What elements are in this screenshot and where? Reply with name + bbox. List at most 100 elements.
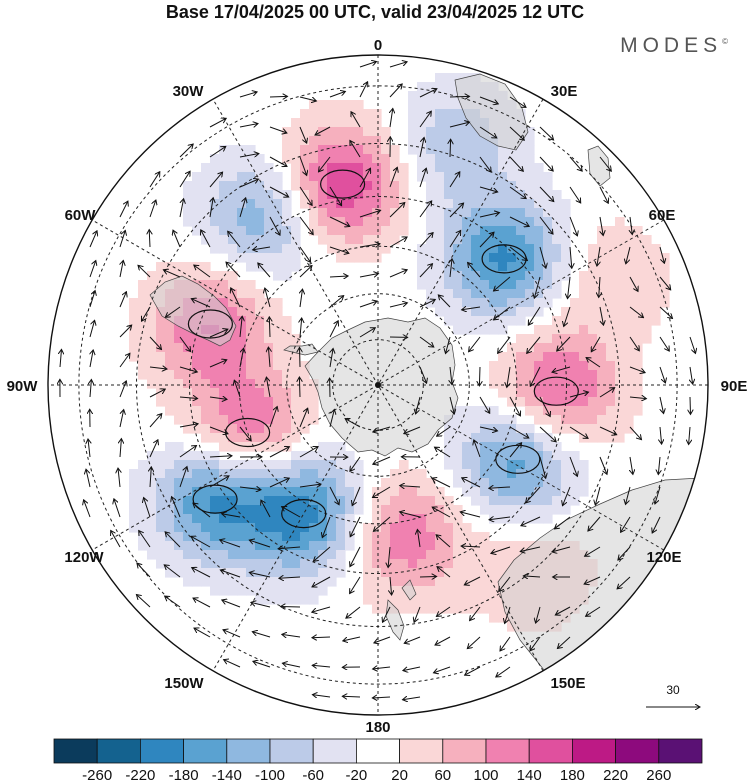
anomaly-cell [480, 307, 490, 317]
anomaly-cell [588, 307, 598, 317]
anomaly-cell [300, 505, 310, 515]
anomaly-cell [471, 226, 481, 236]
wind-arrow [690, 396, 691, 414]
anomaly-cell [246, 343, 256, 353]
anomaly-cell [363, 559, 373, 569]
anomaly-cell [318, 541, 328, 551]
anomaly-cell [381, 514, 391, 524]
wind-arrow [359, 328, 375, 338]
anomaly-cell [633, 388, 643, 398]
anomaly-cell [291, 118, 301, 128]
anomaly-cell [363, 127, 373, 137]
anomaly-cell [498, 460, 508, 470]
lon-label-150w: 150W [164, 675, 204, 692]
anomaly-cell [129, 316, 139, 326]
anomaly-cell [408, 568, 418, 578]
anomaly-cell [147, 352, 157, 362]
anomaly-cell [246, 244, 256, 254]
anomaly-cell [192, 379, 202, 389]
anomaly-cell [345, 100, 355, 110]
anomaly-cell [201, 271, 211, 281]
anomaly-cell [147, 487, 157, 497]
anomaly-cell [399, 208, 409, 218]
anomaly-cell [282, 514, 292, 524]
wind-arrow [539, 396, 550, 417]
anomaly-cell [390, 559, 400, 569]
anomaly-cell [471, 253, 481, 263]
anomaly-cell [237, 163, 247, 173]
anomaly-cell [426, 208, 436, 218]
anomaly-cell [606, 226, 616, 236]
anomaly-cell [426, 550, 436, 560]
anomaly-cell [480, 181, 490, 191]
anomaly-cell [444, 109, 454, 119]
anomaly-cell [129, 298, 139, 308]
anomaly-cell [642, 316, 652, 326]
anomaly-cell [561, 325, 571, 335]
anomaly-cell [408, 604, 418, 614]
anomaly-cell [552, 262, 562, 272]
anomaly-cell [336, 532, 346, 542]
anomaly-cell [489, 226, 499, 236]
anomaly-cell [354, 118, 364, 128]
anomaly-cell [507, 469, 517, 479]
anomaly-cell [255, 433, 265, 443]
anomaly-cell [228, 172, 238, 182]
anomaly-cell [228, 334, 238, 344]
anomaly-cell [633, 406, 643, 416]
anomaly-cell [237, 487, 247, 497]
wind-arrow [359, 274, 379, 278]
anomaly-cell [417, 100, 427, 110]
anomaly-cell [282, 361, 292, 371]
wind-arrow [179, 467, 187, 488]
anomaly-cell [336, 244, 346, 254]
anomaly-cell [246, 163, 256, 173]
anomaly-cell [624, 235, 634, 245]
anomaly-cell [372, 226, 382, 236]
wind-arrow [172, 497, 181, 518]
anomaly-cell [318, 154, 328, 164]
anomaly-cell [237, 478, 247, 488]
anomaly-cell [435, 118, 445, 128]
anomaly-cell [300, 163, 310, 173]
anomaly-cell [543, 325, 553, 335]
anomaly-cell [543, 352, 553, 362]
anomaly-cell [327, 244, 337, 254]
anomaly-cell [570, 496, 580, 506]
anomaly-cell [561, 235, 571, 245]
anomaly-cell [390, 514, 400, 524]
anomaly-cell [327, 487, 337, 497]
wind-arrow [179, 171, 190, 188]
anomaly-cell [543, 208, 553, 218]
anomaly-cell [363, 181, 373, 191]
wind-arrow [312, 606, 331, 612]
anomaly-cell [453, 307, 463, 317]
anomaly-cell [291, 568, 301, 578]
anomaly-cell [309, 154, 319, 164]
anomaly-cell [543, 505, 553, 515]
anomaly-cell [435, 298, 445, 308]
anomaly-cell [615, 244, 625, 254]
anomaly-cell [435, 559, 445, 569]
anomaly-cell [291, 397, 301, 407]
anomaly-cell [291, 361, 301, 371]
anomaly-cell [327, 127, 337, 137]
wind-arrow [299, 447, 318, 458]
anomaly-cell [345, 208, 355, 218]
anomaly-cell [633, 379, 643, 389]
wind-arrow [389, 237, 407, 248]
wind-arrow [419, 111, 431, 128]
anomaly-cell [660, 262, 670, 272]
wind-arrow [689, 426, 690, 445]
anomaly-cell [417, 568, 427, 578]
wind-arrow [299, 377, 300, 398]
anomaly-cell [336, 559, 346, 569]
anomaly-cell [480, 325, 490, 335]
anomaly-cell [498, 316, 508, 326]
anomaly-cell [165, 541, 175, 551]
anomaly-cell [516, 379, 526, 389]
anomaly-cell [381, 532, 391, 542]
anomaly-cell [246, 577, 256, 587]
anomaly-cell [462, 541, 472, 551]
anomaly-cell [444, 595, 454, 605]
